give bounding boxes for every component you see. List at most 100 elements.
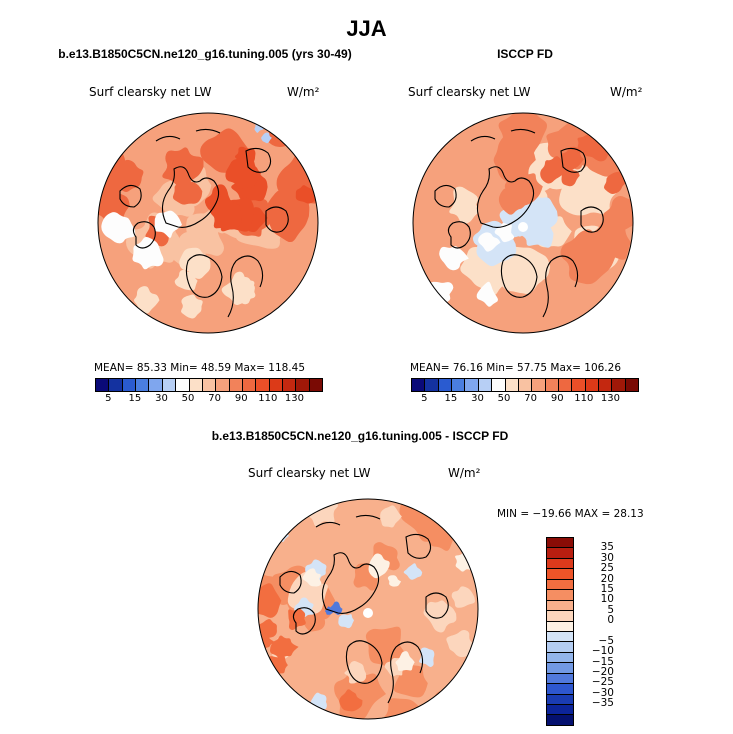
obs-colorbar-tick-label: 90 [550, 393, 564, 404]
map-contour-patch [264, 676, 285, 696]
diff-colorbar-swatch [547, 590, 573, 601]
obs-colorbar-swatch [572, 379, 586, 391]
model-colorbar-swatch [136, 379, 150, 391]
map-contour-patch [560, 229, 616, 285]
map-field [413, 113, 633, 333]
model-colorbar-swatch [216, 379, 230, 391]
model-colorbar-tick-label: 110 [258, 393, 278, 404]
model-colorbar-ticks: 5 15 30 50 70 90 110 130 [95, 393, 321, 407]
map-contour-patch [288, 113, 318, 133]
map-contour-patch [233, 276, 255, 305]
obs-colorbar-swatch [625, 379, 639, 391]
coastline [470, 128, 536, 142]
obs-colorbar-swatch [412, 379, 426, 391]
coastline [405, 533, 432, 559]
obs-colorbar-swatch [465, 379, 479, 391]
map-contour-patch [172, 181, 203, 205]
diff-units-label: W/m² [448, 466, 481, 480]
obs-colorbar-ticks: 5 15 30 50 70 90 110 130 [411, 393, 637, 407]
model-colorbar-tick-label: 90 [234, 393, 248, 404]
model-colorbar-tick-label: 70 [208, 393, 222, 404]
coastline [155, 128, 221, 142]
model-colorbar-swatch [309, 379, 323, 391]
coastline [132, 221, 156, 249]
coastline [476, 166, 535, 228]
obs-colorbar-swatch [612, 379, 626, 391]
model-panel-title: b.e13.B1850C5CN.ne120_g16.tuning.005 (yr… [58, 47, 352, 61]
obs-colorbar-swatch [425, 379, 439, 391]
map-contour-patch [493, 134, 536, 186]
model-colorbar-swatch [242, 379, 257, 391]
model-colorbar-swatch [296, 379, 310, 391]
map-contour-patch [365, 626, 405, 668]
coastline [265, 206, 289, 233]
diff-colorbar [546, 537, 574, 726]
diff-colorbar-swatch [547, 611, 573, 622]
coastline [245, 147, 272, 173]
map-contour-patch [403, 563, 423, 580]
diff-colorbar-swatch [547, 548, 573, 559]
map-contour-patch [258, 506, 269, 529]
map-contour-patch [344, 661, 367, 684]
map-contour-patch [225, 158, 261, 190]
coastline [434, 184, 457, 208]
model-stats: MEAN= 85.33 Min= 48.59 Max= 118.45 [94, 362, 306, 374]
model-polar-map [97, 112, 319, 334]
model-colorbar [95, 378, 323, 392]
map-contour-patch [181, 294, 203, 319]
coastline [315, 514, 381, 528]
map-coastlines [279, 514, 449, 704]
map-contour-patch [101, 212, 136, 244]
obs-units-label: W/m² [610, 85, 643, 99]
diff-colorbar-ticks: 35 30 25 20 15 10 5 0 −5 −10 −15 −20 −25 −30 −35 [582, 537, 622, 724]
map-contour-patch [132, 236, 164, 270]
diff-colorbar-tick-label: 35 [600, 541, 614, 554]
map-contour-patch [439, 246, 469, 271]
obs-colorbar-swatch [545, 379, 559, 391]
map-contour-patch [258, 619, 277, 639]
map-contour-patch [500, 249, 549, 294]
map-contour-patch [620, 149, 633, 182]
obs-variable-label: Surf clearsky net LW [408, 85, 531, 99]
obs-colorbar-swatch [558, 379, 573, 391]
diff-colorbar-tick-label: 5 [607, 603, 614, 616]
map-contour-patch [293, 114, 318, 149]
diff-polar-map [257, 498, 479, 720]
obs-colorbar-swatch [532, 379, 546, 391]
model-colorbar-tick-label: 130 [284, 393, 304, 404]
obs-panel-title: ISCCP FD [497, 47, 553, 61]
map-field [258, 499, 478, 719]
obs-polar-map [412, 112, 634, 334]
model-colorbar-swatch [109, 379, 123, 391]
map-contour-patch [288, 608, 306, 630]
map-coastlines [434, 128, 604, 318]
diff-colorbar-swatch [547, 579, 573, 591]
map-contour-patch [432, 691, 466, 719]
diff-colorbar-swatch [547, 673, 573, 685]
obs-colorbar-tick-label: 50 [497, 393, 511, 404]
obs-colorbar-swatch [478, 379, 493, 391]
map-contour-patch [476, 281, 499, 307]
obs-colorbar-tick-label: 15 [444, 393, 458, 404]
model-units-label: W/m² [287, 85, 320, 99]
diff-colorbar-tick-label: 25 [600, 562, 614, 575]
coastline [447, 221, 471, 249]
coastline [560, 147, 587, 173]
map-contour-patch [457, 683, 478, 706]
model-colorbar-swatch [122, 379, 137, 391]
map-contour-patch [338, 614, 354, 629]
map-contour-patch [540, 156, 567, 184]
model-colorbar-swatch [202, 379, 217, 391]
coastline [119, 184, 142, 208]
map-contour-patch [287, 570, 328, 614]
diff-colorbar-swatch [547, 642, 573, 653]
map-contour-patch [302, 568, 322, 587]
map-coastlines [119, 128, 289, 318]
coastline [580, 206, 604, 233]
map-contour-patch [387, 575, 401, 587]
model-variable-label: Surf clearsky net LW [89, 85, 212, 99]
obs-colorbar-swatch [438, 379, 453, 391]
coastline [321, 552, 380, 614]
coastline [161, 166, 220, 228]
map-contour-patch [560, 146, 584, 171]
